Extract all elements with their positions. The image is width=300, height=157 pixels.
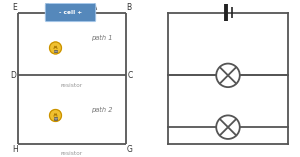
Text: G: G (126, 145, 132, 154)
Text: B: B (127, 3, 132, 12)
Circle shape (50, 110, 61, 122)
FancyBboxPatch shape (45, 3, 96, 22)
Text: path 1: path 1 (91, 35, 113, 41)
Text: resistor: resistor (61, 83, 83, 88)
Text: A: A (92, 3, 97, 12)
Text: - cell +: - cell + (59, 10, 82, 15)
Circle shape (216, 64, 240, 87)
Bar (54, 50, 57, 52)
Circle shape (50, 42, 61, 54)
Bar (54, 117, 57, 119)
Text: path 2: path 2 (91, 107, 113, 113)
Text: resistor: resistor (61, 151, 83, 156)
Text: F: F (44, 3, 49, 12)
Text: E: E (12, 3, 17, 12)
Text: C: C (128, 71, 133, 80)
Circle shape (216, 115, 240, 139)
Text: H: H (12, 145, 18, 154)
Text: D: D (11, 71, 16, 80)
